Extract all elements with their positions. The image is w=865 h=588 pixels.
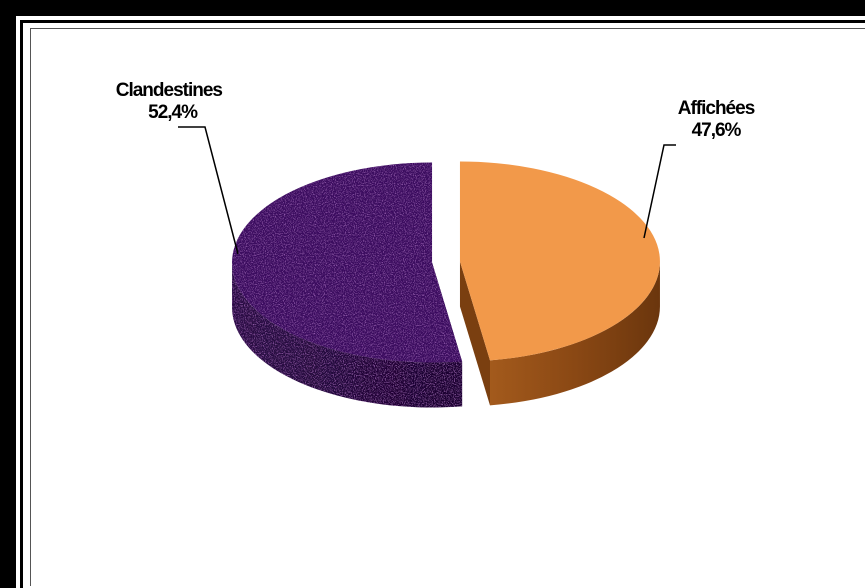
pie-slice-top [459,161,660,361]
pie-slice-affichees [459,161,660,406]
leader-line-affichees [643,144,676,239]
pie-slice-top [232,162,463,363]
leader-line-clandestines [178,126,239,255]
data-label-value: 52,4% [148,102,198,123]
pie-slice-side [232,262,463,408]
data-label-category: Clandestines [116,80,223,101]
pie-slice-side [490,261,660,406]
pie-slice-cut-face [459,261,491,406]
pie-slice-clandestines [232,162,463,408]
data-label-value: 47,6% [692,120,742,141]
data-label-category: Affichées [678,98,755,119]
chart-area [30,28,865,586]
